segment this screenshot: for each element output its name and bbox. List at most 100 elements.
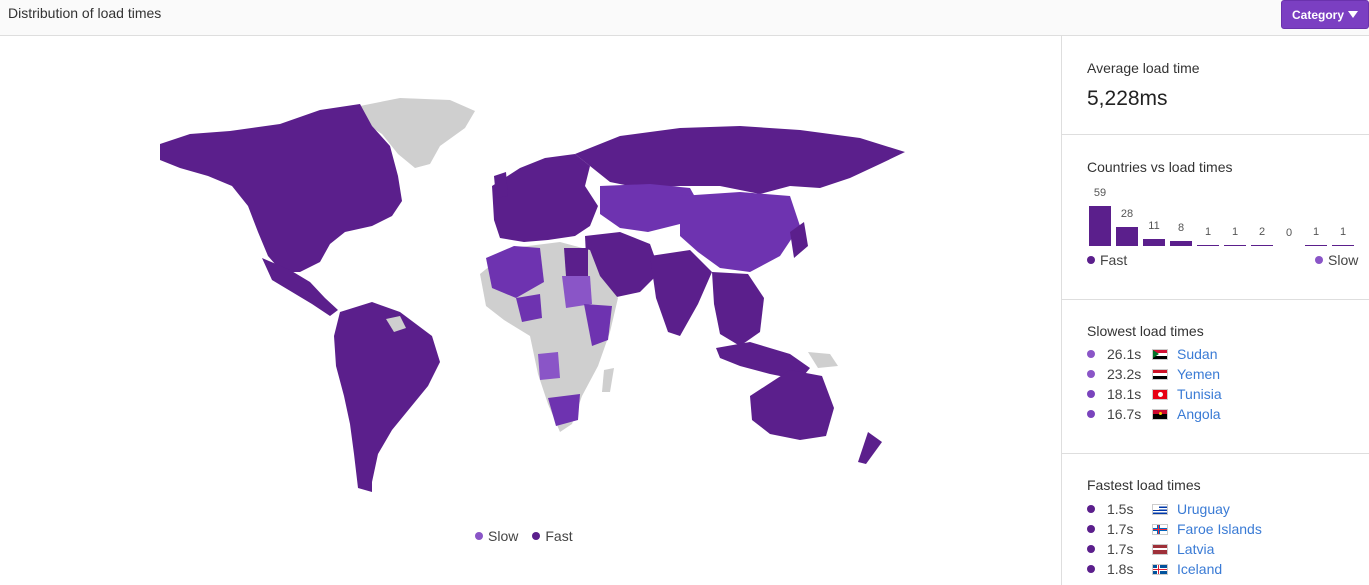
caret-down-icon	[1348, 11, 1358, 18]
histogram-bar-count: 0	[1285, 227, 1293, 239]
map-region-south-africa	[548, 394, 580, 426]
slowest-row: 26.1s Sudan	[1087, 344, 1217, 364]
fastest-row: 1.5s Uruguay	[1087, 499, 1230, 519]
histogram-section: Countries vs load times 59 28 11 8 1 1 2 0 1 1 Fa…	[1062, 135, 1369, 300]
series-dot-icon	[1087, 565, 1095, 573]
load-time-value: 1.7s	[1107, 521, 1134, 537]
histogram-legend-slow: Slow	[1315, 252, 1358, 268]
map-region-greenland	[360, 98, 475, 168]
fast-dot-icon	[532, 532, 541, 540]
world-map-panel: Slow Fast	[0, 36, 1061, 585]
header-bar: Distribution of load times Category	[0, 0, 1369, 36]
histogram-bar[interactable]	[1332, 244, 1354, 246]
country-link[interactable]: Uruguay	[1177, 501, 1230, 517]
average-value: 5,228ms	[1087, 87, 1168, 110]
sudan-flag-icon	[1152, 348, 1168, 360]
load-time-value: 1.7s	[1107, 541, 1134, 557]
histogram-bar[interactable]	[1197, 244, 1219, 246]
series-dot-icon	[1087, 370, 1095, 378]
map-region-angola	[538, 352, 560, 380]
map-region-egypt	[564, 248, 588, 276]
fastest-title: Fastest load times	[1087, 477, 1201, 493]
country-link[interactable]: Iceland	[1177, 561, 1223, 577]
series-dot-icon	[1087, 525, 1095, 533]
histogram-bar[interactable]	[1089, 206, 1111, 246]
map-region-guiana	[386, 316, 406, 332]
stats-sidebar: Average load time 5,228ms Countries vs l…	[1062, 36, 1369, 585]
map-region-india	[650, 250, 712, 336]
iceland-flag-icon	[1152, 563, 1168, 575]
faroe-islands-flag-icon	[1152, 523, 1168, 535]
load-time-value: 18.1s	[1107, 386, 1142, 402]
map-region-central-asia	[600, 184, 700, 232]
slow-dot-icon	[475, 532, 483, 540]
histogram-bar[interactable]	[1143, 238, 1165, 246]
slow-dot-icon	[1315, 256, 1323, 264]
histogram-bar-count: 1	[1204, 225, 1212, 238]
average-title: Average load time	[1087, 60, 1200, 76]
map-region-china	[680, 192, 800, 272]
histogram-bar-count: 1	[1312, 225, 1320, 238]
series-dot-icon	[1087, 410, 1095, 418]
map-legend: Slow Fast	[475, 528, 573, 544]
histogram-bar-count: 8	[1177, 221, 1185, 234]
slowest-title: Slowest load times	[1087, 323, 1204, 339]
load-time-value: 1.8s	[1107, 561, 1134, 577]
series-dot-icon	[1087, 350, 1095, 358]
map-region-sudan	[562, 276, 592, 308]
country-link[interactable]: Angola	[1177, 406, 1221, 422]
load-time-value: 23.2s	[1107, 366, 1142, 382]
country-link[interactable]: Latvia	[1177, 541, 1215, 557]
fastest-row: 1.8s Iceland	[1087, 559, 1222, 579]
map-region-north-africa	[486, 246, 544, 298]
country-link[interactable]: Faroe Islands	[1177, 521, 1262, 537]
map-legend-fast[interactable]: Fast	[532, 528, 573, 544]
histogram-bar-count: 1	[1231, 225, 1239, 238]
map-region-australia	[750, 370, 834, 440]
histogram-bar[interactable]	[1305, 244, 1327, 246]
fastest-row: 1.7s Latvia	[1087, 539, 1214, 559]
slowest-row: 16.7s Angola	[1087, 404, 1221, 424]
map-region-south-america	[334, 302, 440, 492]
histogram-bar[interactable]	[1116, 227, 1138, 246]
map-region-central-america	[262, 258, 338, 316]
yemen-flag-icon	[1152, 368, 1168, 380]
slowest-row: 23.2s Yemen	[1087, 364, 1220, 384]
tunisia-flag-icon	[1152, 388, 1168, 400]
map-region-papua-new-guinea	[808, 352, 838, 368]
map-legend-slow[interactable]: Slow	[475, 528, 518, 544]
histogram-bar[interactable]	[1224, 244, 1246, 246]
category-dropdown-button[interactable]: Category	[1281, 0, 1369, 29]
world-map[interactable]	[0, 36, 1061, 585]
country-link[interactable]: Tunisia	[1177, 386, 1222, 402]
slowest-section: Slowest load times 26.1s Sudan 23.2s Yemen 1…	[1062, 300, 1369, 454]
page-title: Distribution of load times	[8, 5, 162, 21]
map-region-west-africa	[516, 294, 542, 322]
histogram-bar-count: 1	[1339, 225, 1347, 238]
latvia-flag-icon	[1152, 543, 1168, 555]
map-region-east-africa	[584, 304, 612, 346]
country-link[interactable]: Sudan	[1177, 346, 1218, 362]
category-label: Category	[1291, 7, 1344, 22]
load-time-value: 26.1s	[1107, 346, 1142, 362]
angola-flag-icon	[1152, 408, 1168, 420]
map-region-uk	[494, 172, 508, 198]
map-region-indonesia	[716, 342, 810, 380]
histogram-bar-count: 11	[1148, 219, 1160, 232]
slowest-row: 18.1s Tunisia	[1087, 384, 1222, 404]
uruguay-flag-icon	[1152, 503, 1168, 515]
histogram-legend-fast: Fast	[1087, 252, 1127, 268]
histogram-bar[interactable]	[1170, 240, 1192, 246]
load-time-value: 16.7s	[1107, 406, 1142, 422]
average-section: Average load time 5,228ms	[1062, 36, 1369, 135]
map-region-north-america	[160, 104, 402, 272]
map-region-europe	[492, 154, 598, 242]
histogram-bar[interactable]	[1251, 244, 1273, 246]
map-region-russia	[575, 126, 905, 194]
country-link[interactable]: Yemen	[1177, 366, 1221, 382]
histogram-bar-count: 2	[1258, 225, 1266, 238]
series-dot-icon	[1087, 545, 1095, 553]
map-region-japan	[790, 222, 808, 258]
series-dot-icon	[1087, 505, 1095, 513]
map-region-madagascar	[602, 368, 614, 392]
